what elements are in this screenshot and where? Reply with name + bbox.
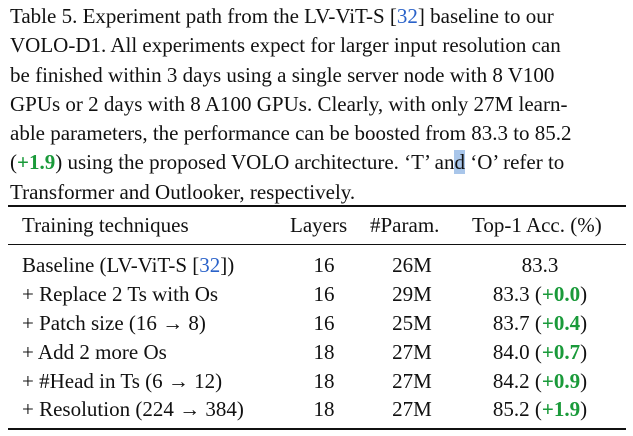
accuracy-value: 85.2 ( [492,397,542,421]
layers-cell: 16 [313,282,335,306]
technique-cell: + Resolution (224 → 384) [22,397,244,421]
technique-cell: + Patch size (16 → 8) [22,311,206,335]
accuracy-cell: 83.3 (+0.0) [460,282,620,306]
layers-cell: 16 [313,311,335,335]
accuracy-value: 84.2 ( [492,369,542,393]
accuracy-cell: 83.7 (+0.4) [460,311,620,335]
caption-line: VOLO-D1. All experiments expect for larg… [10,33,561,58]
table-caption: Table 5. Experiment path from the LV-ViT… [10,2,626,207]
params-cell: 25M [392,311,432,335]
caption-text: Table 5. Experiment path from the LV-ViT… [10,4,397,28]
layers-cell: 18 [313,397,335,421]
params-cell: 27M [392,397,432,421]
caption-text: ] baseline to our [417,4,554,28]
params-cell: 29M [392,282,432,306]
citation-link[interactable]: 32 [199,253,221,277]
caption-text: ( [10,150,17,175]
accuracy-cell: 84.0 (+0.7) [460,340,620,364]
technique-text: Baseline (LV-ViT-S [ [22,253,200,277]
caption-text: ‘O’ refer to [464,150,565,175]
accuracy-paren: ) [580,282,588,306]
citation-link[interactable]: 32 [396,4,418,28]
accuracy-value: 83.7 ( [492,311,542,335]
accuracy-value: 83.3 ( [492,282,542,306]
caption-line: be finished within 3 days using a single… [10,62,555,87]
technique-cell: + Replace 2 Ts with Os [22,282,219,306]
technique-cell: + Add 2 more Os [22,340,167,364]
technique-cell: + #Head in Ts (6 → 12) [22,369,223,393]
accuracy-paren: ) [580,340,588,364]
header-layers: Layers [290,213,348,237]
table-top-rule [8,205,626,207]
header-technique: Training techniques [22,213,189,237]
improvement-value: +0.0 [541,282,581,306]
layers-cell: 18 [313,369,335,393]
improvement-value: +1.9 [541,397,581,421]
caption-text: ) using the proposed VOLO architecture. … [55,150,455,175]
accuracy-value: 84.0 ( [492,340,542,364]
caption-line: Table 5. Experiment path from the LV-ViT… [10,2,626,31]
header-rule [8,244,626,245]
accuracy-cell: 84.2 (+0.9) [460,369,620,393]
header-accuracy: Top-1 Acc. (%) [472,213,602,237]
table-bottom-rule [8,428,626,430]
params-cell: 26M [392,253,432,277]
accuracy-cell: 85.2 (+1.9) [460,397,620,421]
improvement-value: +0.4 [541,311,581,335]
layers-cell: 16 [313,253,335,277]
accuracy-paren: ) [580,311,588,335]
improvement-value: +0.7 [541,340,581,364]
header-params: #Param. [370,213,440,237]
technique-text: ]) [220,253,235,277]
text-selection[interactable]: d [454,150,465,175]
improvement-value: +1.9 [17,150,56,175]
caption-line: (+1.9) using the proposed VOLO architect… [10,148,626,177]
params-cell: 27M [392,340,432,364]
accuracy-cell: 83.3 [521,253,559,277]
layers-cell: 18 [313,340,335,364]
params-cell: 27M [392,369,432,393]
accuracy-paren: ) [580,369,588,393]
improvement-value: +0.9 [541,369,581,393]
caption-line: able parameters, the performance can be … [10,121,572,146]
technique-cell: Baseline (LV-ViT-S [32]) [22,253,234,277]
caption-line: GPUs or 2 days with 8 A100 GPUs. Clearly… [10,91,568,116]
caption-line: Transformer and Outlooker, respectively. [10,179,356,204]
accuracy-paren: ) [580,397,588,421]
